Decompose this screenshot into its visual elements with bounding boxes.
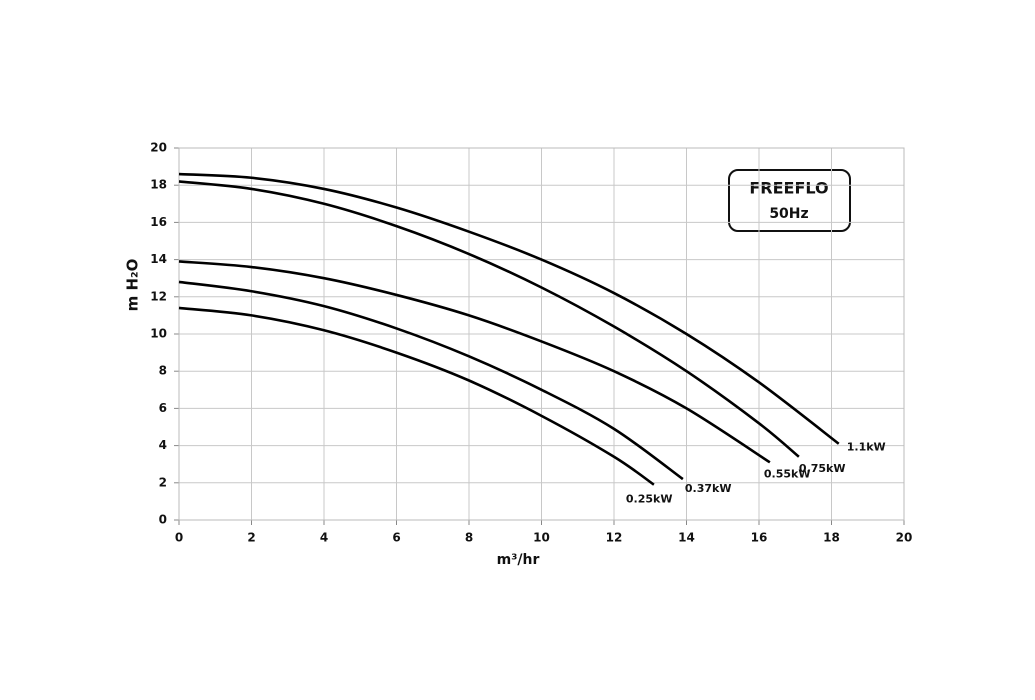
y-tick-label: 20: [150, 141, 167, 155]
curve: [178, 280, 684, 481]
x-tick-label: 6: [392, 531, 400, 545]
y-tick-label: 8: [159, 364, 167, 378]
box-subtitle: 50Hz: [769, 206, 808, 222]
x-tick-label: 12: [606, 531, 623, 545]
y-axis-label: m H₂O: [124, 259, 142, 312]
y-tick-label: 6: [159, 401, 167, 415]
x-tick-label: 2: [247, 531, 255, 545]
plot-frame: [178, 147, 905, 521]
y-tick-label: 12: [150, 289, 167, 303]
y-tick-label: 0: [159, 513, 167, 527]
curve: [178, 260, 771, 464]
x-tick-label: 10: [533, 531, 550, 545]
x-tick-label: 16: [751, 531, 768, 545]
curve-label: 0.55kW: [764, 467, 811, 480]
y-tick-label: 4: [159, 438, 167, 452]
curve-label: 0.75kW: [799, 462, 846, 475]
curve-label: 1.1kW: [847, 441, 886, 454]
y-tick-label: 16: [150, 215, 167, 229]
x-tick-label: 8: [465, 531, 473, 545]
curve: [178, 306, 655, 486]
curve: [178, 172, 840, 445]
x-tick-label: 4: [320, 531, 328, 545]
y-tick-label: 14: [150, 252, 167, 266]
x-tick-label: 14: [678, 531, 695, 545]
y-tick-label: 18: [150, 178, 167, 192]
y-tick-label: 2: [159, 475, 167, 489]
x-tick-label: 0: [175, 531, 183, 545]
x-tick-label: 18: [823, 531, 840, 545]
curve-label: 0.37kW: [685, 482, 732, 495]
curve: [178, 180, 800, 458]
box-title: FREEFLO: [749, 179, 828, 198]
x-tick-label: 20: [896, 531, 913, 545]
x-axis-label: m³/hr: [497, 552, 540, 568]
curve-label: 0.25kW: [626, 493, 673, 506]
y-tick-label: 10: [150, 327, 167, 341]
